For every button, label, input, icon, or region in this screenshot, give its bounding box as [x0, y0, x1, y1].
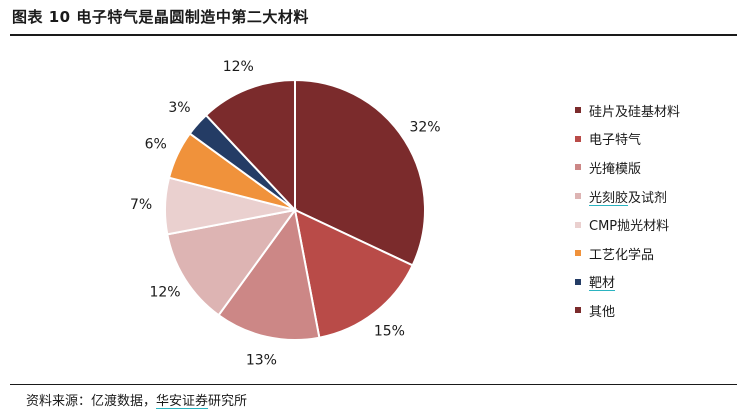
slice-value-label: 13%: [246, 352, 277, 368]
legend-item-photoresist: 光刻胶 及试剂: [575, 182, 680, 211]
pie-slice-3: [166, 208, 298, 317]
legend-label: 电子特气: [589, 133, 642, 149]
page-title: 图表 10 电子特气是晶圆制造中第二大材料: [12, 8, 309, 26]
source-link[interactable]: 华安证券: [156, 394, 209, 409]
legend-swatch: [575, 107, 581, 114]
legend-swatch: [575, 135, 581, 142]
legend-label-link[interactable]: 靶材: [589, 276, 616, 292]
title-divider: [10, 34, 737, 36]
slice-value-label: 12%: [149, 285, 180, 301]
legend-label: CMP抛光材料: [589, 219, 670, 235]
source-note: 资料来源：亿渡数据，华安证券研究所: [26, 390, 247, 409]
legend-item-target: 靶材: [575, 268, 680, 297]
source-suffix: 研究所: [208, 394, 248, 409]
pie-chart: 32% 15% 13% 12% 7% 6% 3% 12%: [130, 59, 441, 368]
pie-slice-0: [294, 78, 426, 267]
legend-label: 工艺化学品: [589, 247, 655, 263]
legend-label: 光掩模版: [589, 161, 642, 177]
legend-label: 及试剂: [628, 190, 668, 206]
source-prefix: 资料来源：亿渡数据，: [26, 394, 157, 409]
slice-value-label: 3%: [168, 100, 190, 116]
legend-item-silicon: 硅片及硅基材料: [575, 96, 680, 125]
legend-swatch: [575, 307, 581, 314]
legend-item-process-chemicals: 工艺化学品: [575, 239, 680, 268]
chart-legend: 硅片及硅基材料 电子特气 光掩模版 光刻胶 及试剂 CMP抛光材料 工艺化学品 …: [575, 96, 680, 325]
legend-label: 其他: [589, 304, 616, 320]
legend-label-link[interactable]: 光刻胶: [589, 190, 629, 206]
pie-slice-1: [293, 208, 414, 339]
legend-item-other: 其他: [575, 296, 680, 325]
legend-swatch: [575, 278, 581, 285]
legend-item-cmp: CMP抛光材料: [575, 210, 680, 239]
legend-item-electronic-gas: 电子特气: [575, 125, 680, 154]
footer-divider: [10, 384, 737, 385]
pie-slice-7: [204, 78, 296, 213]
legend-swatch: [575, 250, 581, 257]
legend-item-photomask: 光掩模版: [575, 153, 680, 182]
pie-slices: [163, 78, 426, 341]
legend-swatch: [575, 221, 581, 228]
slice-value-label: 32%: [409, 120, 440, 136]
slice-value-label: 12%: [223, 59, 254, 75]
legend-label: 硅片及硅基材料: [589, 104, 681, 120]
legend-swatch: [575, 164, 581, 171]
pie-labels: 32% 15% 13% 12% 7% 6% 3% 12%: [130, 59, 441, 368]
slice-value-label: 15%: [374, 324, 405, 340]
slice-value-label: 6%: [145, 136, 167, 152]
pie-slice-2: [217, 207, 321, 341]
slice-value-label: 7%: [130, 197, 152, 213]
legend-swatch: [575, 193, 581, 200]
